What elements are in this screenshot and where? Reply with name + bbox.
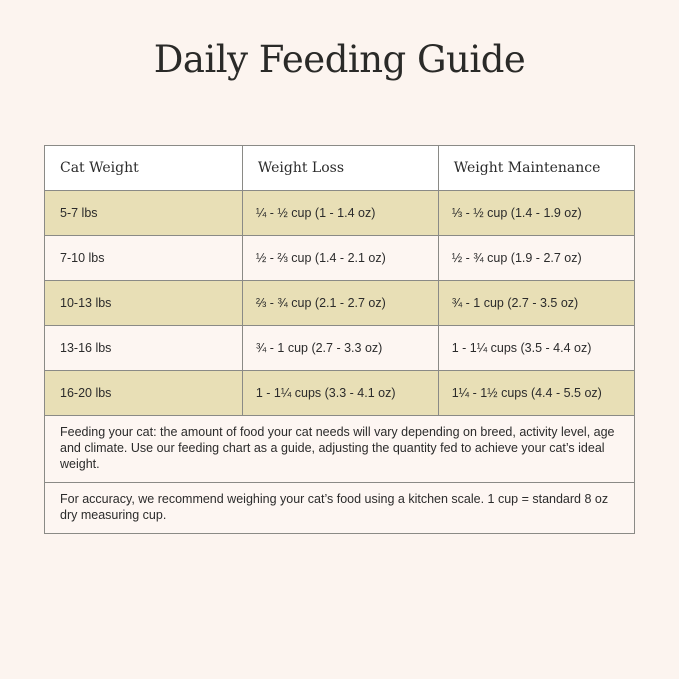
feeding-table: Cat Weight Weight Loss Weight Maintenanc… (44, 145, 636, 534)
table-row: 7-10 lbs ½ - ⅔ cup (1.4 - 2.1 oz) ½ - ¾ … (44, 235, 636, 281)
cell-weight-maintenance: ⅓ - ½ cup (1.4 - 1.9 oz) (437, 190, 636, 236)
cell-weight-loss: ½ - ⅔ cup (1.4 - 2.1 oz) (241, 235, 439, 281)
header-cat-weight: Cat Weight (44, 145, 243, 191)
table-header-row: Cat Weight Weight Loss Weight Maintenanc… (44, 145, 636, 191)
header-weight-loss: Weight Loss (241, 145, 439, 191)
table-row: 13-16 lbs ¾ - 1 cup (2.7 - 3.3 oz) 1 - 1… (44, 325, 636, 371)
header-weight-maintenance: Weight Maintenance (437, 145, 636, 191)
table-row: 5-7 lbs ¼ - ½ cup (1 - 1.4 oz) ⅓ - ½ cup… (44, 190, 636, 236)
cell-weight-maintenance: 1¼ - 1½ cups (4.4 - 5.5 oz) (437, 370, 636, 416)
note-row: For accuracy, we recommend weighing your… (44, 482, 635, 534)
cell-weight-loss: ⅔ - ¾ cup (2.1 - 2.7 oz) (241, 280, 439, 326)
accuracy-note: For accuracy, we recommend weighing your… (44, 482, 635, 534)
page-title: Daily Feeding Guide (153, 38, 526, 81)
cell-weight-loss: ¾ - 1 cup (2.7 - 3.3 oz) (241, 325, 439, 371)
cell-cat-weight: 7-10 lbs (44, 235, 243, 281)
feeding-note: Feeding your cat: the amount of food you… (44, 415, 635, 483)
cell-cat-weight: 13-16 lbs (44, 325, 243, 371)
cell-weight-loss: ¼ - ½ cup (1 - 1.4 oz) (241, 190, 439, 236)
cell-weight-maintenance: 1 - 1¼ cups (3.5 - 4.4 oz) (437, 325, 636, 371)
cell-cat-weight: 16-20 lbs (44, 370, 243, 416)
cell-weight-maintenance: ½ - ¾ cup (1.9 - 2.7 oz) (437, 235, 636, 281)
cell-weight-loss: 1 - 1¼ cups (3.3 - 4.1 oz) (241, 370, 439, 416)
note-row: Feeding your cat: the amount of food you… (44, 415, 635, 483)
table-row: 16-20 lbs 1 - 1¼ cups (3.3 - 4.1 oz) 1¼ … (44, 370, 636, 416)
cell-weight-maintenance: ¾ - 1 cup (2.7 - 3.5 oz) (437, 280, 636, 326)
cell-cat-weight: 10-13 lbs (44, 280, 243, 326)
cell-cat-weight: 5-7 lbs (44, 190, 243, 236)
table-row: 10-13 lbs ⅔ - ¾ cup (2.1 - 2.7 oz) ¾ - 1… (44, 280, 636, 326)
